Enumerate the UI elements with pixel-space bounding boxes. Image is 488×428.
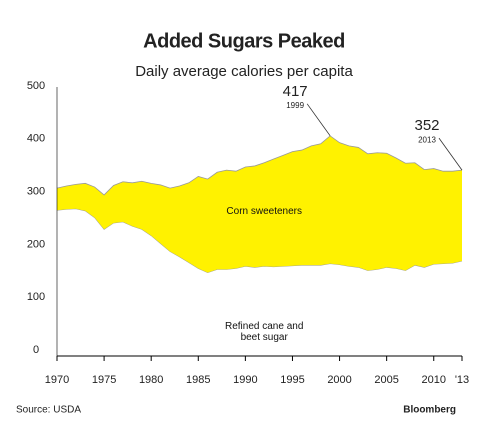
series-label: Refined cane and beet sugar: [225, 321, 304, 344]
source: Source: USDA: [16, 405, 81, 416]
chart-title: Added Sugars Peaked: [143, 30, 345, 52]
x-tick-label: 2000: [327, 374, 351, 386]
annotation-leader: [306, 103, 331, 137]
y-tick-label: 100: [27, 291, 45, 303]
area: [57, 135, 462, 273]
x-tick-label: 1975: [92, 374, 116, 386]
x-tick-label: 2010: [422, 374, 446, 386]
annotation-leader: [438, 137, 463, 171]
chart-subtitle: Daily average calories per capita: [135, 63, 353, 80]
y-tick-label: 0: [33, 344, 39, 356]
y-tick-label: 300: [27, 186, 45, 198]
annotation-year: 1999: [286, 101, 304, 110]
annotation-value: 352: [414, 117, 439, 134]
area: [57, 208, 462, 356]
x-tick-label: 1995: [280, 374, 304, 386]
x-tick-label: 1970: [45, 374, 69, 386]
annotation-value: 417: [283, 83, 308, 100]
x-tick-label: 1990: [233, 374, 257, 386]
area-edge: [56, 135, 463, 196]
y-tick-label: 500: [27, 80, 45, 92]
x-tick-label: 1980: [139, 374, 163, 386]
annotation-year: 2013: [418, 135, 436, 144]
series-label: Corn sweeteners: [226, 206, 302, 218]
brand: Bloomberg: [403, 405, 456, 416]
y-tick-label: 400: [27, 133, 45, 145]
x-tick-label: 2005: [374, 374, 398, 386]
x-tick-label: '13: [455, 374, 469, 386]
y-tick-label: 200: [27, 238, 45, 250]
x-tick-label: 1985: [186, 374, 210, 386]
